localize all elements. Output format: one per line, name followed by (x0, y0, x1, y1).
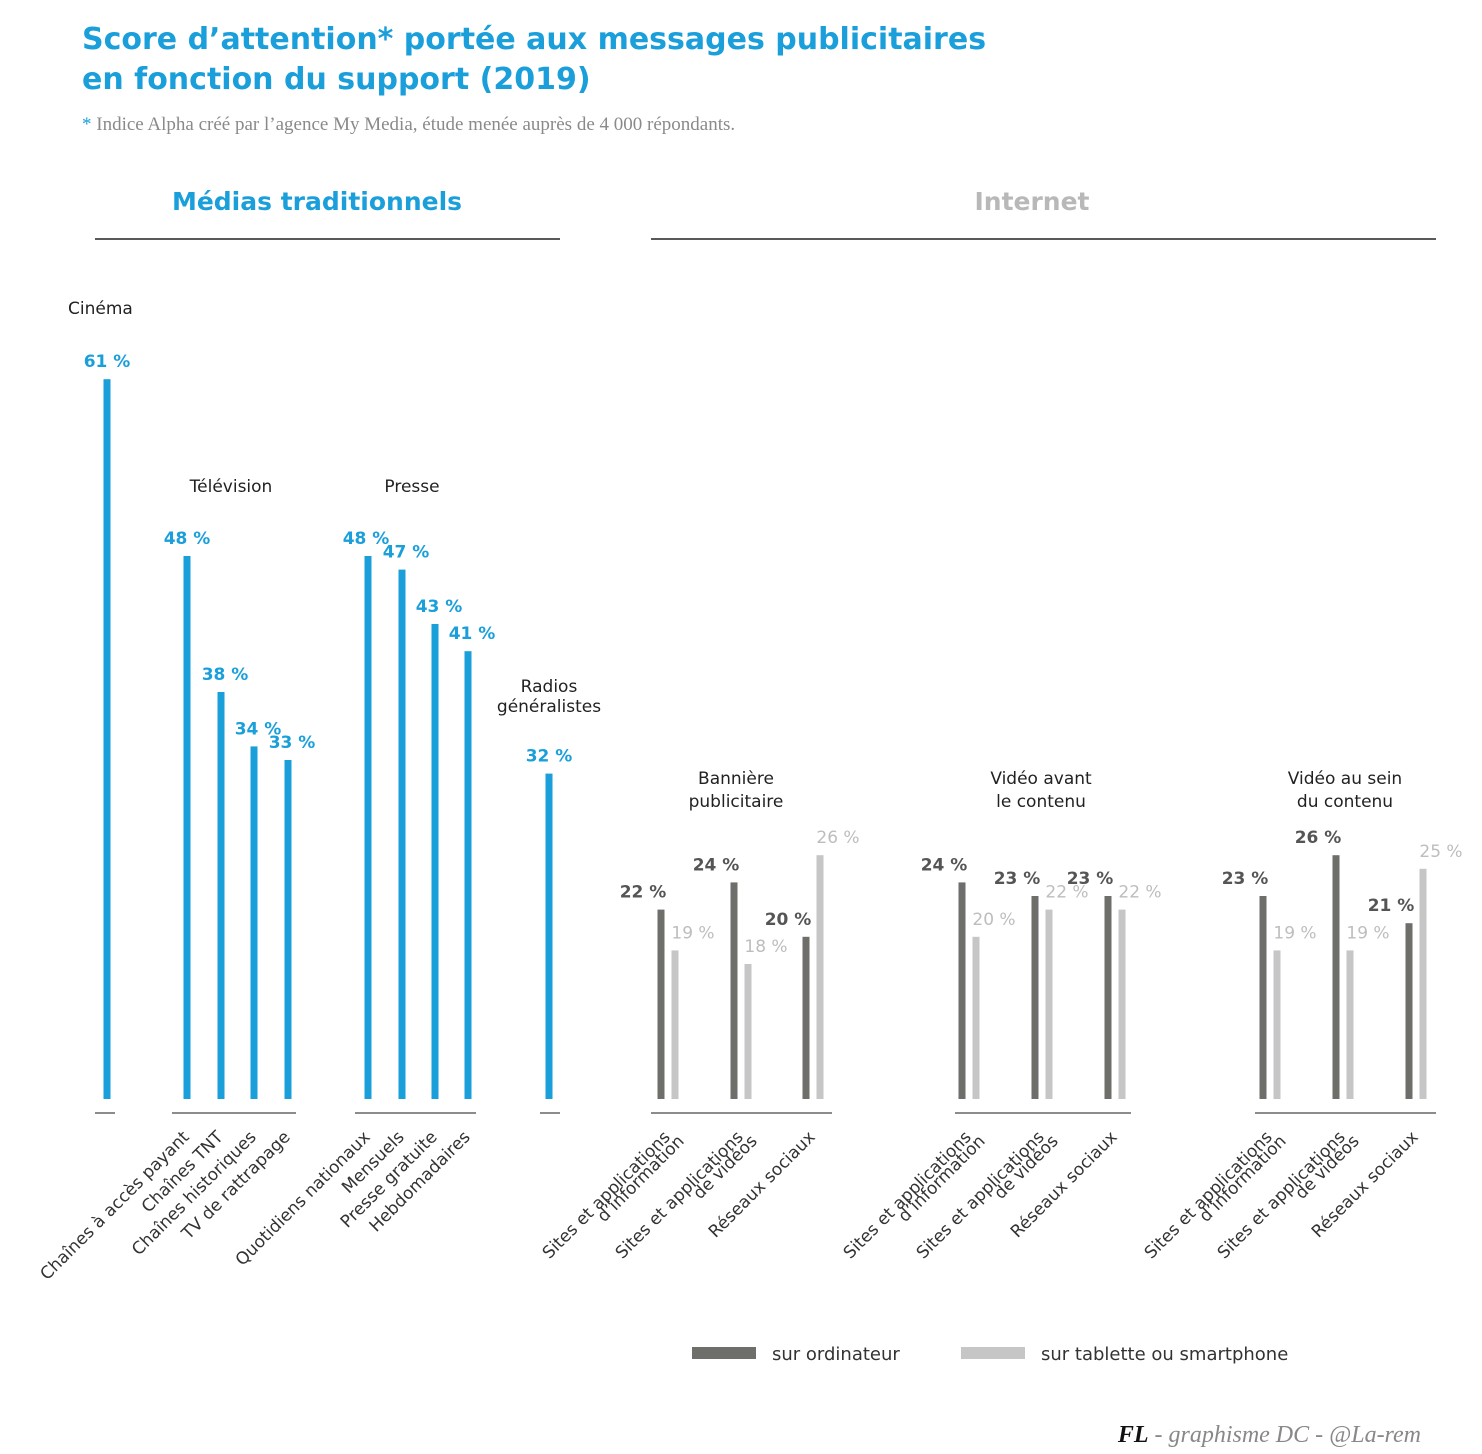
legend-label: sur tablette ou smartphone (1041, 1344, 1288, 1365)
bar (545, 773, 553, 1099)
value-label: 22 % (620, 883, 667, 903)
section-title: Médias traditionnels (172, 187, 462, 216)
bar-mobile (1273, 950, 1281, 1099)
bar-ordinateur (1031, 896, 1039, 1099)
value-label: 38 % (202, 665, 249, 685)
value-label: 19 % (1346, 923, 1389, 943)
group-label: publicitaire (689, 792, 784, 812)
chart-title: Score d’attention* portée aux messages p… (82, 22, 986, 97)
bar-mobile (744, 964, 752, 1099)
title-line: Score d’attention* portée aux messages p… (82, 22, 986, 57)
group-label: Vidéo au sein (1288, 769, 1402, 789)
value-label: 24 % (693, 855, 740, 875)
value-label: 23 % (1222, 869, 1269, 889)
group-label: Vidéo avant (990, 769, 1092, 789)
credit: FL - graphisme DC - @La-rem (1117, 1422, 1421, 1448)
bar (364, 556, 372, 1099)
value-label: 24 % (921, 855, 968, 875)
group-label: Radios (521, 677, 578, 697)
bar (398, 569, 406, 1099)
bar-ordinateur (657, 909, 665, 1099)
group-label: généralistes (497, 697, 601, 717)
value-label: 48 % (343, 529, 390, 549)
group-label: Télévision (189, 477, 273, 497)
section-title: Internet (974, 187, 1089, 216)
bar-mobile (1118, 909, 1126, 1099)
bar-ordinateur (1332, 855, 1340, 1099)
value-label: 22 % (1045, 883, 1088, 903)
bar (284, 760, 292, 1099)
value-label: 20 % (765, 910, 812, 930)
legend-label: sur ordinateur (772, 1344, 900, 1365)
chart-subtitle: * Indice Alpha créé par l’agence My Medi… (82, 114, 735, 135)
bar-ordinateur (1259, 896, 1267, 1099)
value-label: 23 % (994, 869, 1041, 889)
bar-mobile (1419, 868, 1427, 1099)
legend-swatch (692, 1347, 756, 1359)
bar-mobile (816, 855, 824, 1099)
value-label: 43 % (416, 597, 463, 617)
bar-mobile (671, 950, 679, 1099)
bar (183, 556, 191, 1099)
value-label: 41 % (449, 624, 496, 644)
bar (103, 379, 111, 1099)
legend-swatch (961, 1347, 1025, 1359)
bar (464, 651, 472, 1099)
group-label: le contenu (996, 792, 1086, 812)
sections: Médias traditionnels Internet (95, 187, 1436, 240)
bar-mobile (1346, 950, 1354, 1099)
group-label: Presse (384, 477, 439, 497)
category-label: Sites et applications (1141, 1127, 1277, 1263)
value-label: 26 % (816, 828, 859, 848)
value-label: 26 % (1295, 828, 1342, 848)
bar-ordinateur (1104, 896, 1112, 1099)
value-label: 19 % (1273, 923, 1316, 943)
bar (217, 692, 225, 1099)
bar-mobile (1045, 909, 1053, 1099)
bar (431, 624, 439, 1099)
title-line: en fonction du support (2019) (82, 62, 591, 97)
group-label: du contenu (1297, 792, 1393, 812)
value-label: 18 % (744, 937, 787, 957)
category-label: Sites et applications (539, 1127, 675, 1263)
bar-mobile (972, 936, 980, 1099)
group-label: Bannière (698, 769, 774, 789)
value-label: 21 % (1368, 896, 1415, 916)
group-label: Cinéma (68, 299, 133, 319)
bar-ordinateur (802, 936, 810, 1099)
bar-ordinateur (730, 882, 738, 1099)
value-label: 22 % (1118, 883, 1161, 903)
value-label: 20 % (972, 910, 1015, 930)
value-label: 48 % (164, 529, 211, 549)
value-label: 32 % (526, 747, 573, 767)
value-label: 34 % (235, 719, 282, 739)
subtitle-text: * Indice Alpha créé par l’agence My Medi… (82, 114, 735, 135)
value-label: 47 % (383, 543, 430, 563)
value-label: 61 % (84, 352, 131, 372)
bar (250, 746, 258, 1099)
category-label: Sites et applications (840, 1127, 976, 1263)
credit-text: FL - graphisme DC - @La-rem (1117, 1422, 1421, 1448)
value-label: 23 % (1067, 869, 1114, 889)
bar-ordinateur (1405, 923, 1413, 1099)
value-label: 19 % (671, 923, 714, 943)
value-label: 25 % (1419, 842, 1462, 862)
bar-ordinateur (958, 882, 966, 1099)
legend: sur ordinateur sur tablette ou smartphone (692, 1344, 1288, 1365)
value-label: 33 % (269, 733, 316, 753)
